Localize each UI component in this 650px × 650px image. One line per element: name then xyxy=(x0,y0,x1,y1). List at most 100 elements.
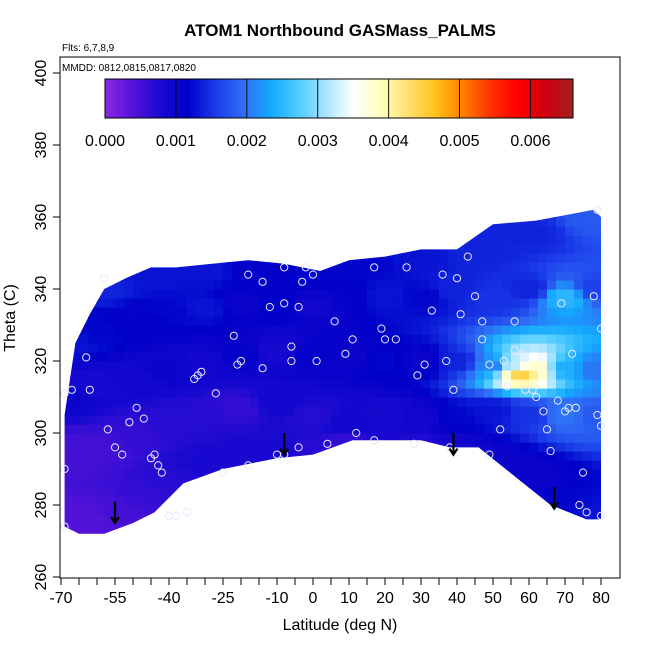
heatmap-cell xyxy=(547,424,557,434)
colorbar-swatch xyxy=(126,79,129,118)
heatmap-cell xyxy=(556,415,566,425)
heatmap-cell xyxy=(466,424,476,434)
heatmap-cell xyxy=(502,442,512,452)
heatmap-cell xyxy=(349,209,359,218)
heatmap-cell xyxy=(286,343,296,353)
heatmap-cell xyxy=(340,514,350,524)
sample-point xyxy=(103,425,112,434)
heatmap-cell xyxy=(520,496,530,506)
heatmap-cell xyxy=(367,460,377,470)
heatmap-cell xyxy=(601,307,602,317)
heatmap-cell xyxy=(412,379,422,389)
heatmap-cell xyxy=(538,388,548,398)
colorbar-swatch xyxy=(220,79,223,118)
heatmap-cell xyxy=(547,235,557,245)
y-tick-label: 340 xyxy=(33,276,50,303)
sample-point xyxy=(370,436,379,445)
heatmap-cell xyxy=(106,424,116,434)
heatmap-cell xyxy=(79,361,89,371)
heatmap-cell xyxy=(565,469,575,479)
heatmap-cell xyxy=(484,487,494,497)
colorbar-swatch xyxy=(520,79,523,118)
heatmap-cell xyxy=(592,244,602,254)
sample-point xyxy=(503,382,512,391)
heatmap-cell xyxy=(574,406,584,416)
sample-point xyxy=(341,349,350,358)
heatmap-cell xyxy=(403,451,413,461)
heatmap-cell xyxy=(484,199,494,209)
heatmap-cell xyxy=(160,352,170,362)
heatmap-cell xyxy=(511,505,521,515)
heatmap-cell xyxy=(529,532,539,534)
heatmap-cell xyxy=(412,487,422,497)
heatmap-cell xyxy=(430,469,440,479)
heatmap-cell xyxy=(547,289,557,299)
heatmap-cell xyxy=(151,226,161,236)
heatmap-cell xyxy=(295,478,305,488)
heatmap-cell xyxy=(385,460,395,470)
heatmap-cell xyxy=(79,298,89,308)
heatmap-cell xyxy=(484,209,494,218)
heatmap-cell xyxy=(385,415,395,425)
heatmap-cell xyxy=(592,514,602,524)
heatmap-cell xyxy=(160,523,170,533)
heatmap-cell xyxy=(124,415,134,425)
heatmap-cell xyxy=(322,469,332,479)
heatmap-cell xyxy=(349,226,359,236)
heatmap-cell xyxy=(349,433,359,443)
heatmap-cell xyxy=(250,487,260,497)
heatmap-cell xyxy=(232,469,242,479)
heatmap-cell xyxy=(151,415,161,425)
sample-point xyxy=(485,360,494,369)
heatmap-cell xyxy=(457,469,467,479)
heatmap-cell xyxy=(448,406,458,416)
heatmap-cell xyxy=(484,298,494,308)
heatmap-cell xyxy=(142,280,152,290)
heatmap-cell xyxy=(97,325,107,335)
heatmap-cell xyxy=(151,514,161,524)
heatmap-cell xyxy=(412,388,422,398)
heatmap-cell xyxy=(475,487,485,497)
dates-label: MMDD: 0812,0815,0817,0820 xyxy=(62,63,196,74)
heatmap-cell xyxy=(331,523,341,533)
heatmap-cell xyxy=(64,343,71,353)
sample-points xyxy=(60,205,606,531)
heatmap-cell xyxy=(592,280,602,290)
heatmap-cell xyxy=(358,226,368,236)
colorbar-swatch xyxy=(142,79,145,118)
heatmap-cell xyxy=(79,316,89,326)
heatmap-cell xyxy=(79,280,89,290)
heatmap-cell xyxy=(349,307,359,317)
heatmap-cell xyxy=(295,298,305,308)
heatmap-cell xyxy=(178,343,188,353)
heatmap-cell xyxy=(259,209,269,218)
heatmap-cell xyxy=(160,487,170,497)
heatmap-cell xyxy=(511,316,521,326)
colorbar-swatch xyxy=(475,79,478,118)
colorbar-swatch xyxy=(563,79,566,118)
heatmap-cell xyxy=(178,406,188,416)
colorbar-swatch xyxy=(498,79,502,118)
heatmap-cell xyxy=(205,433,215,443)
heatmap-cell xyxy=(142,361,152,371)
heatmap-cell xyxy=(268,334,278,344)
colorbar-swatch xyxy=(208,79,211,118)
heatmap-cell xyxy=(142,397,152,407)
heatmap-cell xyxy=(133,424,143,434)
heatmap-cell xyxy=(187,298,197,308)
heatmap-cell xyxy=(322,397,332,407)
heatmap-cell xyxy=(529,235,539,245)
heatmap-cell xyxy=(196,325,206,335)
heatmap-cell xyxy=(475,433,485,443)
heatmap-cell xyxy=(529,496,539,506)
heatmap-cell xyxy=(259,307,269,317)
heatmap-cell xyxy=(331,226,341,236)
heatmap-cell xyxy=(475,415,485,425)
sample-point xyxy=(582,508,591,517)
heatmap-cell xyxy=(358,442,368,452)
heatmap-cell xyxy=(358,298,368,308)
heatmap-cell xyxy=(322,334,332,344)
heatmap-cell xyxy=(223,199,233,209)
heatmap-cell xyxy=(196,280,206,290)
colorbar-swatch xyxy=(532,79,535,118)
